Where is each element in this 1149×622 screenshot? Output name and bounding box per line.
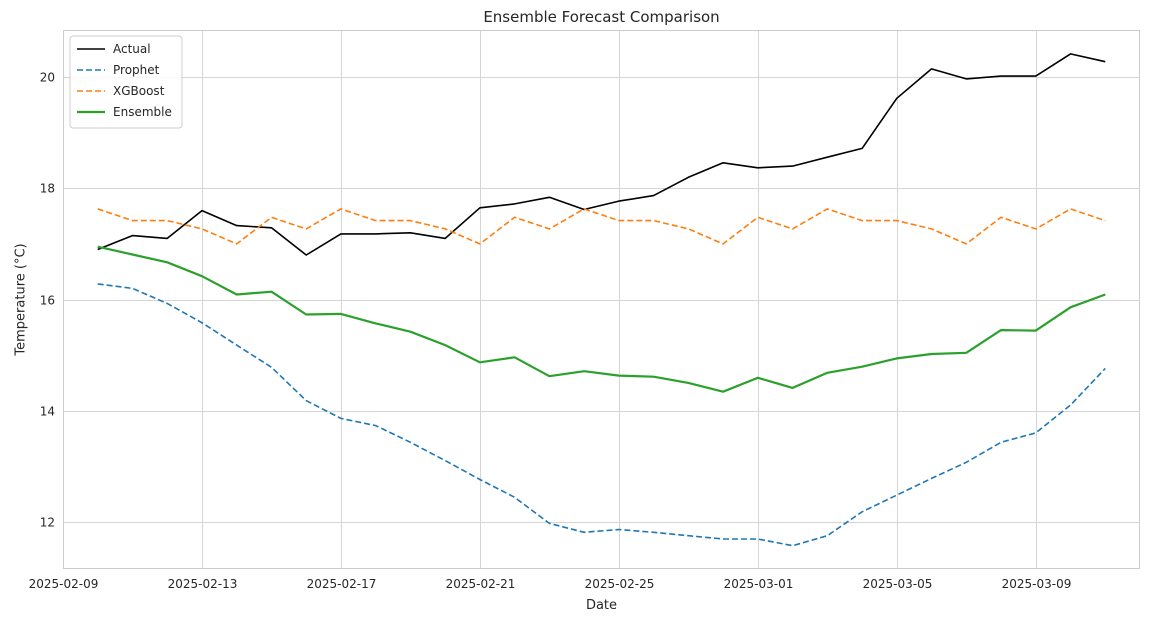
chart-title: Ensemble Forecast Comparison <box>483 8 719 26</box>
grid <box>63 30 1140 569</box>
y-axis-ticks: 12 14 16 18 20 <box>40 71 55 530</box>
y-tick-label: 12 <box>40 516 55 530</box>
x-tick-label: 2025-02-25 <box>585 577 655 591</box>
x-tick-label: 2025-03-09 <box>1002 577 1072 591</box>
x-tick-label: 2025-02-09 <box>29 577 99 591</box>
series-line-actual <box>97 53 1106 256</box>
legend: Actual Prophet XGBoost Ensemble <box>69 35 183 129</box>
x-axis-label: Date <box>586 598 617 613</box>
y-tick-label: 18 <box>40 182 55 196</box>
legend-label: XGBoost <box>113 84 165 98</box>
x-tick-label: 2025-03-05 <box>863 577 933 591</box>
legend-label: Ensemble <box>113 105 172 119</box>
x-tick-label: 2025-02-21 <box>446 577 516 591</box>
y-tick-label: 20 <box>40 71 55 85</box>
series-line-xgboost <box>97 208 1106 245</box>
legend-label: Prophet <box>113 63 160 77</box>
series-layer <box>97 53 1106 547</box>
y-axis-label: Temperature (°C) <box>14 243 29 356</box>
y-tick-label: 14 <box>40 405 55 419</box>
series-line-ensemble <box>97 245 1106 393</box>
x-axis-ticks: 2025-02-09 2025-02-13 2025-02-17 2025-02-21… <box>29 577 1072 591</box>
legend-frame <box>69 35 183 129</box>
plot-area <box>63 30 1140 569</box>
plot-frame <box>63 30 1140 569</box>
x-tick-label: 2025-02-17 <box>307 577 377 591</box>
series-line-prophet <box>97 283 1106 547</box>
x-tick-label: 2025-03-01 <box>724 577 794 591</box>
y-tick-label: 16 <box>40 294 55 308</box>
x-tick-label: 2025-02-13 <box>168 577 238 591</box>
legend-label: Actual <box>113 42 151 56</box>
